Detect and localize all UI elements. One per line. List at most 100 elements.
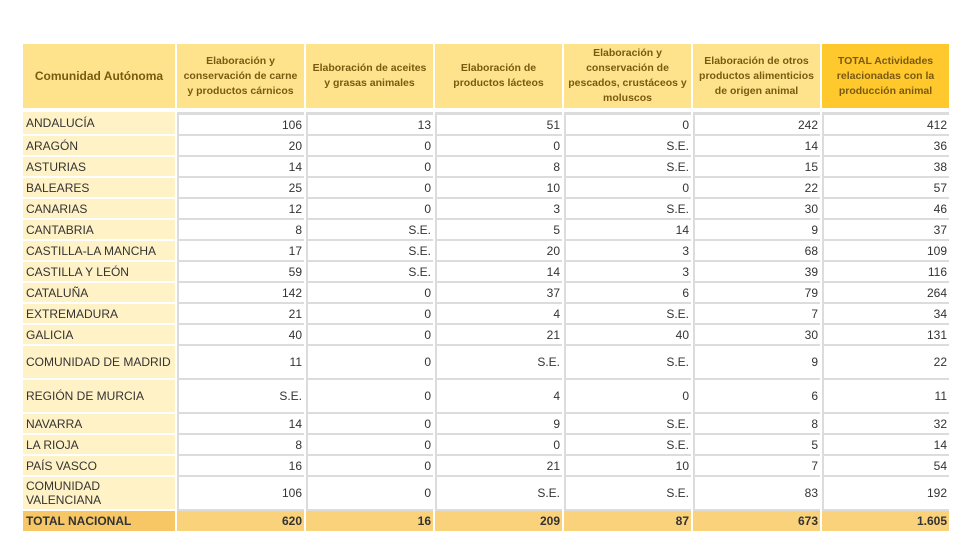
value-cell: 673	[693, 511, 820, 531]
value-cell: 16	[306, 511, 433, 531]
region-name: GALICIA	[23, 325, 175, 346]
region-name: LA RIOJA	[23, 435, 175, 456]
table-row: ASTURIAS 14 0 8 S.E. 15 38	[23, 157, 949, 178]
value-cell: 106	[177, 112, 304, 136]
value-cell: 131	[822, 325, 949, 346]
value-cell: 22	[693, 178, 820, 199]
value-cell: 14	[693, 136, 820, 157]
value-cell: S.E.	[177, 380, 304, 414]
value-cell: 3	[564, 241, 691, 262]
value-cell: S.E.	[564, 157, 691, 178]
value-cell: 106	[177, 477, 304, 511]
value-cell: 79	[693, 283, 820, 304]
value-cell: 30	[693, 325, 820, 346]
value-cell: 242	[693, 112, 820, 136]
value-cell: 1.605	[822, 511, 949, 531]
value-cell: 0	[306, 178, 433, 199]
value-cell: S.E.	[435, 477, 562, 511]
value-cell: 3	[435, 199, 562, 220]
value-cell: 46	[822, 199, 949, 220]
value-cell: 22	[822, 346, 949, 380]
value-cell: 15	[693, 157, 820, 178]
region-name: CASTILLA-LA MANCHA	[23, 241, 175, 262]
value-cell: 264	[822, 283, 949, 304]
table-row: REGIÓN DE MURCIA S.E. 0 4 0 6 11	[23, 380, 949, 414]
table-row: GALICIA 40 0 21 40 30 131	[23, 325, 949, 346]
value-cell: 0	[306, 283, 433, 304]
region-name: BALEARES	[23, 178, 175, 199]
value-cell: 0	[435, 136, 562, 157]
value-cell: 13	[306, 112, 433, 136]
table-row: ANDALUCÍA 106 13 51 0 242 412	[23, 112, 949, 136]
region-name: EXTREMADURA	[23, 304, 175, 325]
value-cell: 11	[822, 380, 949, 414]
region-name: REGIÓN DE MURCIA	[23, 380, 175, 414]
value-cell: 40	[177, 325, 304, 346]
value-cell: 0	[306, 414, 433, 435]
value-cell: 8	[177, 435, 304, 456]
value-cell: 9	[693, 346, 820, 380]
value-cell: 6	[693, 380, 820, 414]
value-cell: 109	[822, 241, 949, 262]
table-row: COMUNIDAD DE MADRID 11 0 S.E. S.E. 9 22	[23, 346, 949, 380]
value-cell: 0	[306, 304, 433, 325]
value-cell: 34	[822, 304, 949, 325]
value-cell: 14	[177, 157, 304, 178]
table-row: CANTABRIA 8 S.E. 5 14 9 37	[23, 220, 949, 241]
table-row: CATALUÑA 142 0 37 6 79 264	[23, 283, 949, 304]
value-cell: S.E.	[306, 241, 433, 262]
value-cell: 14	[177, 414, 304, 435]
value-cell: 209	[435, 511, 562, 531]
value-cell: 8	[435, 157, 562, 178]
value-cell: 0	[306, 380, 433, 414]
value-cell: 0	[306, 157, 433, 178]
header-row: Comunidad Autónoma Elaboración y conserva…	[23, 44, 949, 112]
value-cell: 0	[306, 435, 433, 456]
value-cell: 192	[822, 477, 949, 511]
value-cell: 38	[822, 157, 949, 178]
region-name: CATALUÑA	[23, 283, 175, 304]
value-cell: 7	[693, 304, 820, 325]
value-cell: 0	[306, 136, 433, 157]
value-cell: 57	[822, 178, 949, 199]
value-cell: 4	[435, 304, 562, 325]
region-name: NAVARRA	[23, 414, 175, 435]
value-cell: 83	[693, 477, 820, 511]
value-cell: 14	[435, 262, 562, 283]
region-name: PAÍS VASCO	[23, 456, 175, 477]
value-cell: S.E.	[306, 262, 433, 283]
value-cell: 412	[822, 112, 949, 136]
value-cell: 87	[564, 511, 691, 531]
value-cell: 10	[435, 178, 562, 199]
table-row: LA RIOJA 8 0 0 S.E. 5 14	[23, 435, 949, 456]
value-cell: S.E.	[564, 304, 691, 325]
value-cell: 14	[564, 220, 691, 241]
value-cell: 25	[177, 178, 304, 199]
value-cell: 0	[564, 112, 691, 136]
value-cell: 6	[564, 283, 691, 304]
value-cell: 4	[435, 380, 562, 414]
table-row: CANARIAS 12 0 3 S.E. 30 46	[23, 199, 949, 220]
value-cell: 16	[177, 456, 304, 477]
value-cell: 142	[177, 283, 304, 304]
region-name: ANDALUCÍA	[23, 112, 175, 136]
value-cell: S.E.	[564, 346, 691, 380]
value-cell: S.E.	[435, 346, 562, 380]
value-cell: 36	[822, 136, 949, 157]
value-cell: 7	[693, 456, 820, 477]
value-cell: 20	[435, 241, 562, 262]
value-cell: 9	[435, 414, 562, 435]
value-cell: 39	[693, 262, 820, 283]
value-cell: 5	[693, 435, 820, 456]
value-cell: 3	[564, 262, 691, 283]
value-cell: 10	[564, 456, 691, 477]
value-cell: 20	[177, 136, 304, 157]
value-cell: 8	[177, 220, 304, 241]
value-cell: 32	[822, 414, 949, 435]
table-row: CASTILLA-LA MANCHA 17 S.E. 20 3 68 109	[23, 241, 949, 262]
region-name: ARAGÓN	[23, 136, 175, 157]
production-table: Comunidad Autónoma Elaboración y conserva…	[21, 44, 951, 531]
value-cell: S.E.	[564, 435, 691, 456]
value-cell: 8	[693, 414, 820, 435]
value-cell: S.E.	[306, 220, 433, 241]
